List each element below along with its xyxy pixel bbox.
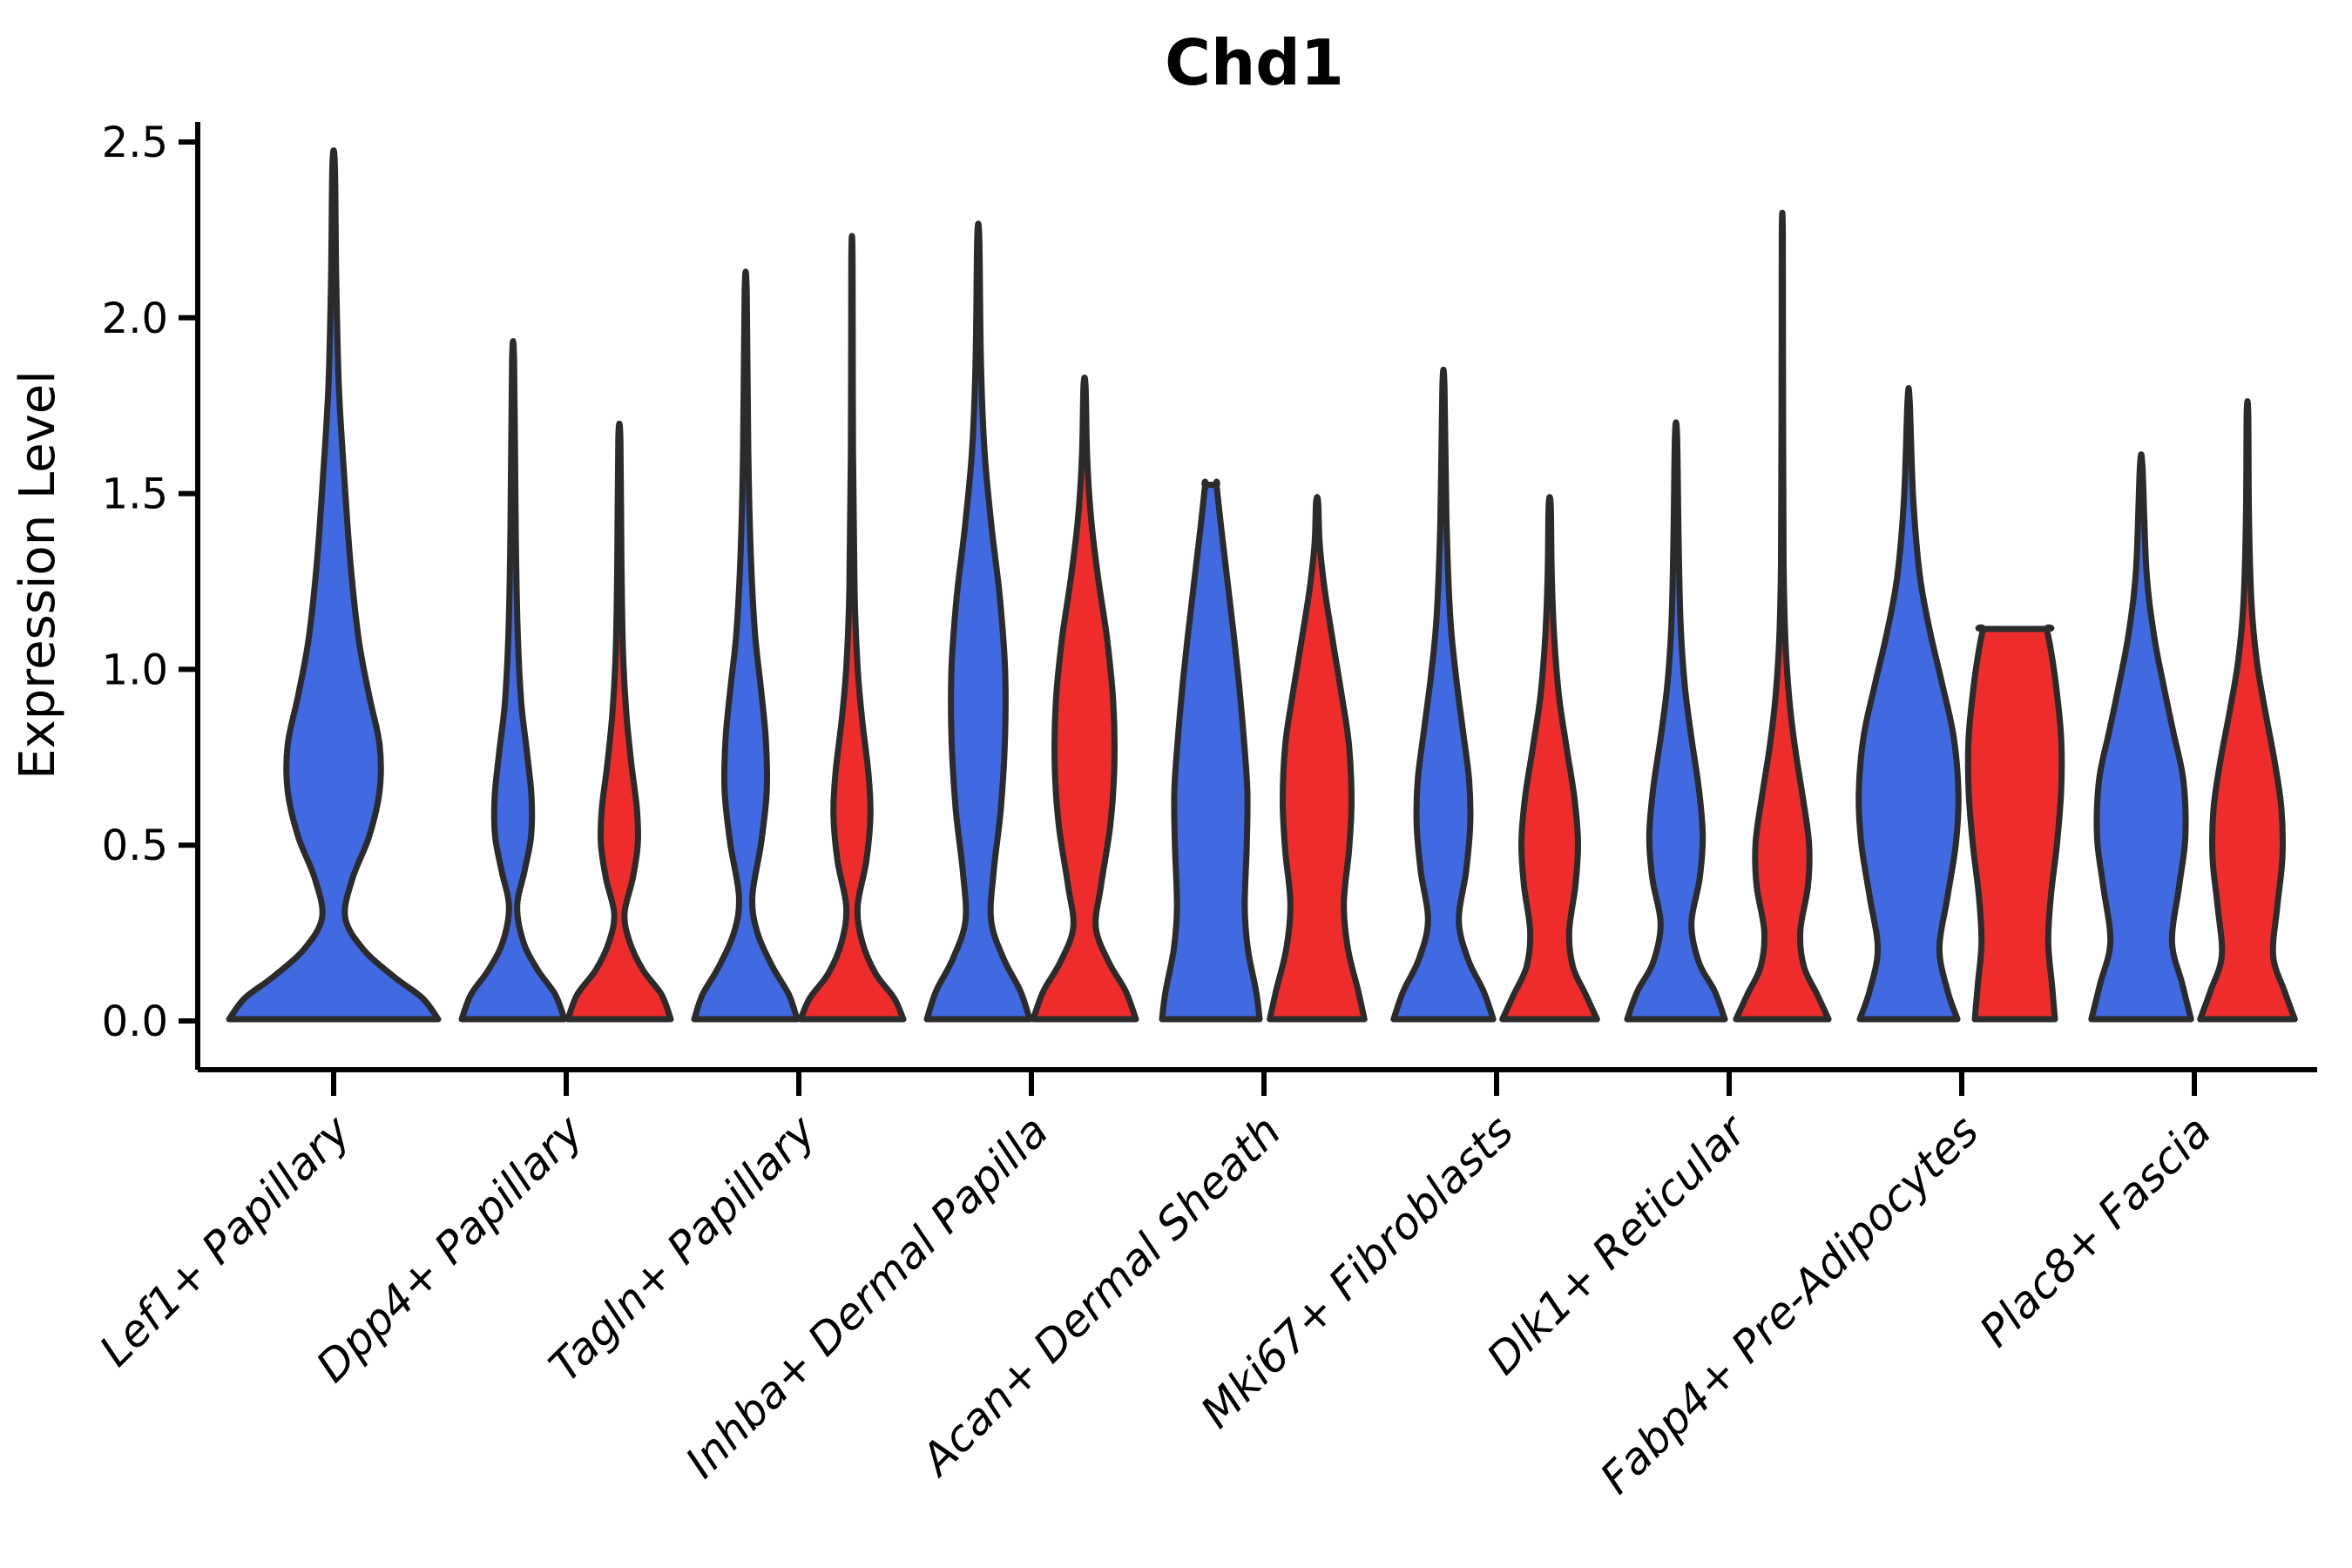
plot-title: Chd1: [1165, 26, 1344, 99]
violin-plac8-fascia-red: [2197, 398, 2298, 1023]
y-tick-label: 2.0: [102, 294, 168, 343]
x-category-label: Lef1+ Papillary: [90, 1105, 361, 1375]
violin-layer: [226, 147, 2298, 1023]
violin-tagln-papillary-red: [797, 233, 907, 1023]
axes-layer: [179, 122, 2317, 1096]
violin-dpp4-papillary-blue: [458, 338, 568, 1023]
violin-plac8-fascia-blue: [2088, 451, 2194, 1023]
y-tick-label: 1.5: [102, 470, 168, 519]
violin-dlk1-reticular-blue: [1624, 419, 1728, 1023]
violin-acan-dermal-sheath-red: [1267, 494, 1368, 1023]
violin-fabp4-pre-adipocytes-red: [1964, 624, 2065, 1023]
y-tick-label: 0.5: [102, 821, 168, 870]
x-category-label: Fabp4+ Pre-Adipocytes: [1591, 1105, 1989, 1504]
violin-inhba-dermal-papilla-blue: [923, 220, 1033, 1023]
violin-tagln-papillary-blue: [691, 268, 801, 1023]
violin-lef1-papillary-blue: [226, 147, 442, 1023]
y-axis-label: Expression Level: [10, 370, 66, 780]
y-tick-label: 1.0: [102, 645, 168, 694]
violin-inhba-dermal-papilla-red: [1030, 374, 1139, 1023]
violin-dlk1-reticular-red: [1733, 210, 1832, 1023]
x-category-label: Plac8+ Fascia: [1970, 1105, 2221, 1356]
violin-fabp4-pre-adipocytes-blue: [1855, 385, 1962, 1023]
violin-acan-dermal-sheath-blue: [1159, 478, 1263, 1023]
violin-mki67-fibroblasts-blue: [1390, 366, 1497, 1023]
y-tick-label: 2.5: [102, 118, 168, 167]
violin-dpp4-papillary-red: [564, 420, 674, 1023]
violin-mki67-fibroblasts-red: [1499, 494, 1600, 1023]
y-tick-label: 0.0: [102, 997, 168, 1046]
